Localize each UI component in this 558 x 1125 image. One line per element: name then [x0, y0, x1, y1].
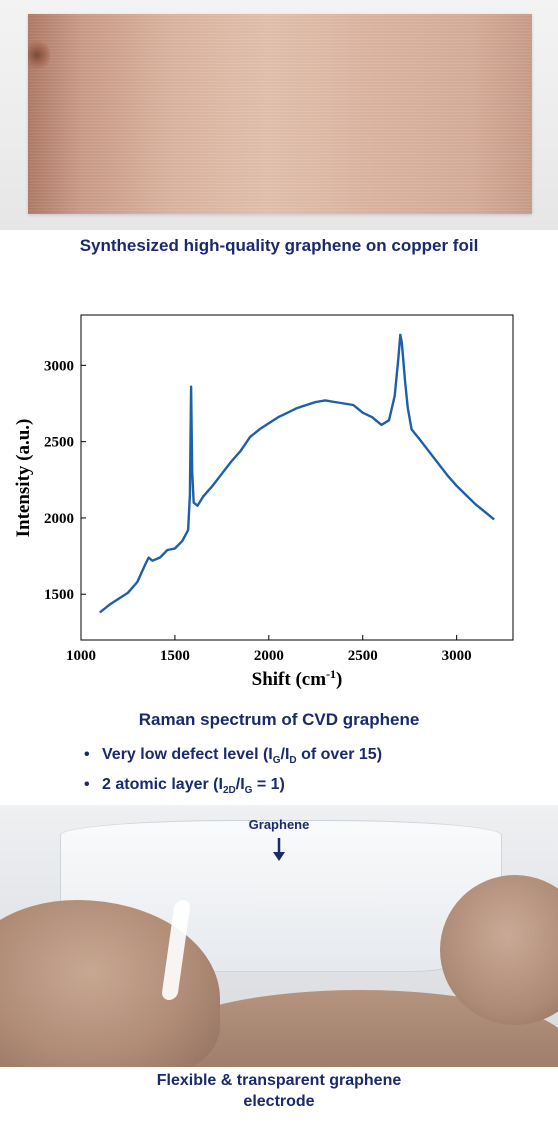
x-axis-label-main: Shift (cm — [252, 669, 327, 690]
x-tick-label: 2500 — [348, 648, 378, 664]
bullet2-text-a: 2 atomic layer (I — [102, 776, 223, 793]
flexible-electrode-photo: Graphene — [0, 805, 558, 1067]
caption-line-1: Flexible & transparent graphene — [156, 1072, 402, 1089]
bullet1-text-c: of over 15) — [296, 746, 383, 763]
flexible-electrode-caption: Flexible & transparent graphene electrod… — [0, 1070, 558, 1112]
copper-foil — [28, 14, 532, 214]
foil-tear-mark — [28, 40, 50, 70]
bullet1-text-b: /I — [280, 746, 290, 763]
plot-frame — [80, 314, 514, 641]
graphene-label: Graphene — [248, 817, 310, 832]
x-tick-label: 3000 — [442, 648, 472, 664]
x-tick-label: 1000 — [66, 648, 96, 664]
bullet-atomic-layer: 2 atomic layer (I2D/IG = 1) — [80, 770, 382, 800]
y-tick-label: 2000 — [44, 511, 74, 527]
right-hand — [440, 875, 558, 1025]
raman-chart: 1000 1500 2000 2500 3000 1500 2000 2500 3000 Sh… — [13, 314, 514, 690]
x-axis-ticks: 1000 1500 2000 2500 3000 — [66, 635, 472, 664]
raman-bullets: Very low defect level (IG/ID of over 15)… — [80, 740, 382, 800]
x-axis-label-tail: ) — [336, 669, 342, 690]
x-axis-label: Shift (cm-1) — [252, 667, 343, 690]
raman-spectrum-line — [99, 333, 495, 614]
y-axis-ticks: 1500 2000 2500 3000 — [44, 358, 86, 603]
y-tick-label: 1500 — [44, 587, 74, 603]
bullet2-sub-2d: 2D — [222, 785, 236, 797]
caption-line-2: electrode — [243, 1093, 315, 1110]
bullet-defect-level: Very low defect level (IG/ID of over 15) — [80, 740, 382, 770]
down-arrow-icon — [273, 838, 285, 861]
x-tick-label: 1500 — [160, 648, 190, 664]
copper-foil-caption: Synthesized high-quality graphene on cop… — [79, 236, 479, 255]
y-tick-label: 3000 — [44, 358, 74, 374]
x-axis-label-sup: -1 — [326, 667, 336, 681]
y-tick-label: 2500 — [44, 435, 74, 451]
copper-foil-photo — [0, 0, 558, 230]
x-tick-label: 2000 — [254, 648, 284, 664]
raman-series — [99, 333, 495, 614]
raman-caption: Raman spectrum of CVD graphene — [138, 710, 420, 729]
bullet1-text-a: Very low defect level (I — [102, 746, 273, 763]
bullet2-sub-g: G — [244, 785, 253, 797]
bullet1-sub-g: G — [272, 755, 281, 767]
bullet1-sub-d: D — [289, 755, 297, 767]
bullet2-text-c: = 1) — [252, 776, 285, 793]
bullet2-text-b: /I — [235, 776, 245, 793]
y-axis-label: Intensity (a.u.) — [13, 419, 34, 538]
